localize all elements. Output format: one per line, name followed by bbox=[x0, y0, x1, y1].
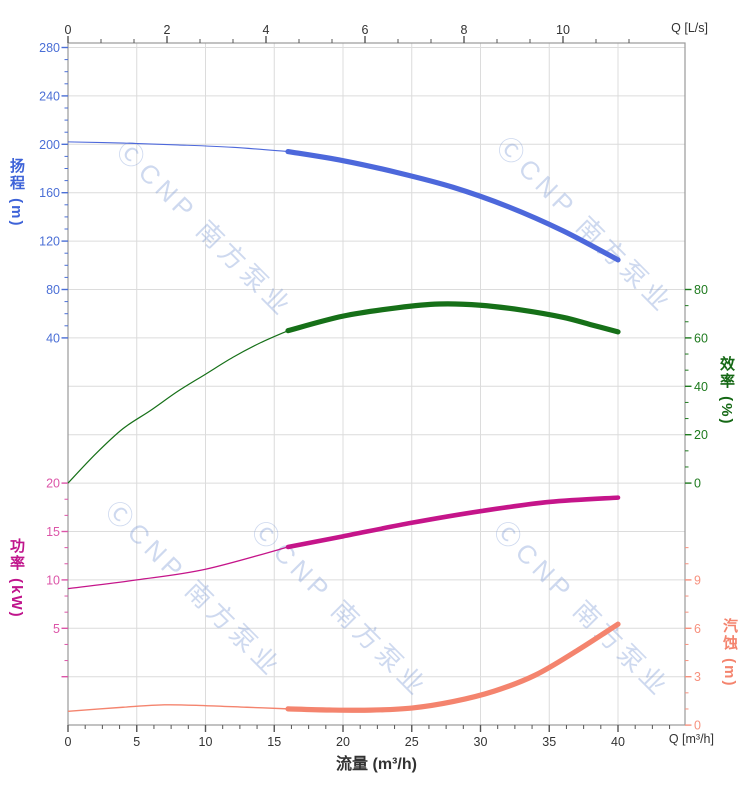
tick-label: 160 bbox=[39, 186, 60, 200]
tick-label: 10 bbox=[46, 573, 60, 587]
series-eff-curve bbox=[67, 301, 621, 484]
tick-label: 0 bbox=[694, 477, 701, 491]
tick-label: 35 bbox=[542, 735, 556, 749]
bottom-axis-unit-label: Q [m³/h] bbox=[668, 732, 714, 746]
tick-label: 4 bbox=[263, 23, 270, 37]
flow-axis-title: 流量 (m³/h) bbox=[336, 756, 417, 773]
head-axis: 280 240 200 160 120 80 40 bbox=[39, 41, 68, 345]
tick-label: 40 bbox=[694, 380, 708, 394]
tick-label: 5 bbox=[133, 735, 140, 749]
tick-label: 0 bbox=[65, 23, 72, 37]
tick-label: 280 bbox=[39, 41, 60, 55]
head-axis-title: 扬程 (m) bbox=[8, 158, 25, 228]
power-axis-title: 功率 (kW) bbox=[8, 538, 25, 619]
bottom-axis: 0 5 10 15 20 25 30 35 40 bbox=[65, 725, 671, 749]
series-head-curve bbox=[67, 141, 621, 263]
eff-axis: 80 60 40 20 0 bbox=[685, 283, 708, 491]
eff-axis-title: 效率 (%) bbox=[718, 356, 735, 426]
tick-label: 30 bbox=[474, 735, 488, 749]
tick-label: 8 bbox=[461, 23, 468, 37]
npsh-axis-title: 汽蚀 (m) bbox=[721, 618, 738, 688]
tick-label: 6 bbox=[362, 23, 369, 37]
npsh-axis: 9 6 3 0 bbox=[685, 547, 701, 733]
top-axis-unit-label: Q [L/s] bbox=[671, 21, 708, 35]
tick-label: 15 bbox=[267, 735, 281, 749]
series-power-curve bbox=[67, 495, 621, 590]
power-axis: 20 15 10 5 bbox=[46, 477, 68, 678]
tick-label: 20 bbox=[336, 735, 350, 749]
tick-label: 20 bbox=[46, 477, 60, 491]
watermark: ⒸCNP 南方泵业 bbox=[488, 515, 677, 704]
series-npsh-curve bbox=[67, 621, 621, 713]
tick-label: 0 bbox=[694, 719, 701, 733]
tick-label: 3 bbox=[694, 670, 701, 684]
tick-label: 80 bbox=[694, 283, 708, 297]
tick-label: 6 bbox=[694, 622, 701, 636]
tick-label: 60 bbox=[694, 331, 708, 345]
watermark: ⒸCNP 南方泵业 bbox=[491, 131, 680, 320]
tick-label: 9 bbox=[694, 573, 701, 587]
plot-border bbox=[67, 42, 686, 726]
tick-label: 20 bbox=[694, 428, 708, 442]
tick-label: 10 bbox=[556, 23, 570, 37]
tick-label: 15 bbox=[46, 525, 60, 539]
tick-label: 0 bbox=[65, 735, 72, 749]
tick-label: 25 bbox=[405, 735, 419, 749]
tick-label: 5 bbox=[53, 622, 60, 636]
tick-label: 40 bbox=[46, 331, 60, 345]
top-axis: 0 2 4 6 8 10 bbox=[65, 23, 630, 43]
tick-label: 80 bbox=[46, 283, 60, 297]
tick-label: 40 bbox=[611, 735, 625, 749]
tick-label: 200 bbox=[39, 138, 60, 152]
tick-label: 240 bbox=[39, 89, 60, 103]
tick-label: 120 bbox=[39, 235, 60, 249]
tick-label: 2 bbox=[164, 23, 171, 37]
tick-label: 10 bbox=[199, 735, 213, 749]
gridlines bbox=[68, 43, 685, 725]
